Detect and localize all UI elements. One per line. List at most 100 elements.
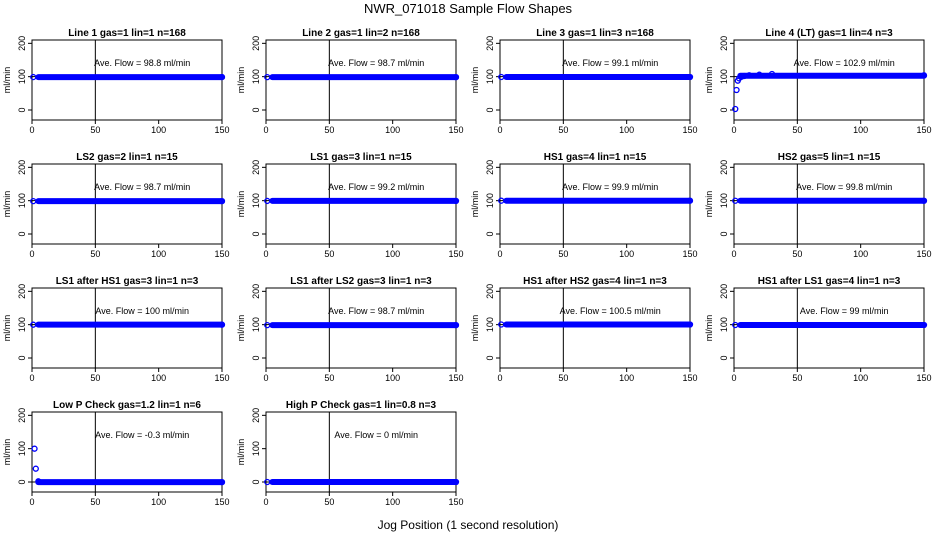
data-point — [264, 197, 271, 205]
x-tick-label: 0 — [29, 497, 34, 507]
y-axis-label: ml/min — [236, 315, 246, 342]
y-tick-label: 200 — [17, 160, 27, 175]
panel-14: High P Check gas=1 lin=0.8 n=3 ml/min 0 50 1… — [236, 400, 464, 507]
x-tick-label: 150 — [448, 249, 463, 259]
panel-title: HS1 after HS2 gas=4 lin=1 n=3 — [523, 276, 667, 287]
y-tick-label: 100 — [17, 317, 27, 332]
y-tick-label: 100 — [719, 193, 729, 208]
panel-title: Line 1 gas=1 lin=1 n=168 — [68, 28, 186, 39]
panel-title: Line 2 gas=1 lin=2 n=168 — [302, 28, 420, 39]
data-point — [498, 197, 505, 204]
data-point — [498, 321, 505, 328]
x-tick-label: 50 — [558, 373, 568, 383]
x-tick-label: 0 — [497, 373, 502, 383]
x-tick-label: 100 — [619, 125, 634, 135]
data-point — [452, 478, 460, 486]
x-tick-label: 100 — [853, 125, 868, 135]
x-tick-label: 150 — [448, 373, 463, 383]
y-tick-label: 100 — [17, 193, 27, 208]
y-tick-label: 0 — [485, 355, 495, 360]
y-tick-label: 200 — [251, 408, 261, 423]
x-tick-label: 50 — [324, 249, 334, 259]
data-point — [732, 321, 739, 329]
figure-title: NWR_071018 Sample Flow Shapes — [363, 1, 573, 16]
y-axis-label: ml/min — [470, 67, 480, 94]
y-axis-label: ml/min — [236, 67, 246, 94]
x-tick-label: 150 — [916, 373, 931, 383]
panel-5: LS2 gas=2 lin=1 n=15 ml/min 0 50 100 150 0 100 2… — [2, 152, 230, 259]
panel-frame — [499, 163, 691, 245]
x-tick-label: 0 — [497, 125, 502, 135]
data-point — [452, 73, 460, 81]
data-point — [756, 71, 763, 78]
y-tick-label: 200 — [251, 284, 261, 299]
x-tick-label: 50 — [324, 373, 334, 383]
data-point — [920, 72, 928, 79]
x-tick-label: 0 — [263, 125, 268, 135]
y-tick-label: 0 — [251, 231, 261, 236]
x-tick-label: 50 — [324, 497, 334, 507]
x-tick-label: 150 — [214, 125, 229, 135]
panel-frame — [31, 411, 223, 493]
panel-title: Low P Check gas=1.2 lin=1 n=6 — [53, 400, 201, 411]
panel-4: Line 4 (LT) gas=1 lin=4 n=3 ml/min 0 50 100 1… — [704, 28, 932, 135]
y-tick-label: 200 — [719, 160, 729, 175]
x-tick-label: 50 — [792, 373, 802, 383]
panel-frame — [733, 39, 925, 121]
y-tick-label: 200 — [251, 160, 261, 175]
x-tick-label: 0 — [29, 125, 34, 135]
x-tick-label: 100 — [385, 125, 400, 135]
data-point — [746, 72, 753, 79]
data-point — [35, 478, 42, 485]
x-tick-label: 100 — [619, 249, 634, 259]
figure-x-label: Jog Position (1 second resolution) — [377, 518, 559, 532]
x-tick-label: 50 — [792, 249, 802, 259]
ave-flow-annotation: Ave. Flow = -0.3 ml/min — [95, 430, 189, 440]
y-tick-label: 100 — [485, 317, 495, 332]
x-tick-label: 100 — [385, 373, 400, 383]
x-tick-label: 0 — [263, 497, 268, 507]
ave-flow-annotation: Ave. Flow = 100.5 ml/min — [560, 306, 661, 316]
panel-13: Low P Check gas=1.2 lin=1 n=6 ml/min 0 50 10… — [2, 400, 230, 507]
panel-title: HS2 gas=5 lin=1 n=15 — [778, 152, 881, 163]
panel-title: LS1 after LS2 gas=3 lin=1 n=3 — [290, 276, 432, 287]
y-tick-label: 200 — [719, 284, 729, 299]
x-tick-label: 0 — [497, 249, 502, 259]
x-tick-label: 100 — [385, 249, 400, 259]
x-tick-label: 100 — [853, 249, 868, 259]
y-tick-label: 0 — [719, 355, 729, 360]
y-axis-label: ml/min — [2, 67, 12, 94]
data-point — [920, 321, 928, 329]
y-tick-label: 100 — [719, 69, 729, 84]
x-tick-label: 100 — [151, 249, 166, 259]
panel-frame — [499, 39, 691, 121]
panel-title: LS1 gas=3 lin=1 n=15 — [310, 152, 412, 163]
y-axis-label: ml/min — [236, 191, 246, 218]
x-tick-label: 50 — [558, 125, 568, 135]
x-tick-label: 50 — [324, 125, 334, 135]
y-tick-label: 0 — [719, 231, 729, 236]
panel-title: High P Check gas=1 lin=0.8 n=3 — [286, 400, 437, 411]
x-tick-label: 150 — [682, 373, 697, 383]
data-point — [218, 478, 226, 486]
data-point — [920, 197, 928, 204]
y-axis-label: ml/min — [2, 439, 12, 466]
x-tick-label: 150 — [214, 373, 229, 383]
y-tick-label: 100 — [251, 317, 261, 332]
y-tick-label: 0 — [485, 231, 495, 236]
x-tick-label: 150 — [214, 249, 229, 259]
data-point — [733, 86, 740, 94]
y-tick-label: 200 — [485, 36, 495, 51]
ave-flow-annotation: Ave. Flow = 100 ml/min — [95, 306, 189, 316]
x-tick-label: 50 — [90, 497, 100, 507]
panel-frame — [31, 287, 223, 369]
y-tick-label: 200 — [485, 160, 495, 175]
y-axis-label: ml/min — [704, 315, 714, 342]
panel-3: Line 3 gas=1 lin=3 n=168 ml/min 0 50 100 150 0… — [470, 28, 698, 135]
y-axis-label: ml/min — [2, 315, 12, 342]
y-axis-label: ml/min — [704, 191, 714, 218]
data-point — [218, 321, 226, 328]
data-point — [452, 197, 460, 205]
panel-title: LS1 after HS1 gas=3 lin=1 n=3 — [56, 276, 199, 287]
data-point — [498, 73, 505, 81]
